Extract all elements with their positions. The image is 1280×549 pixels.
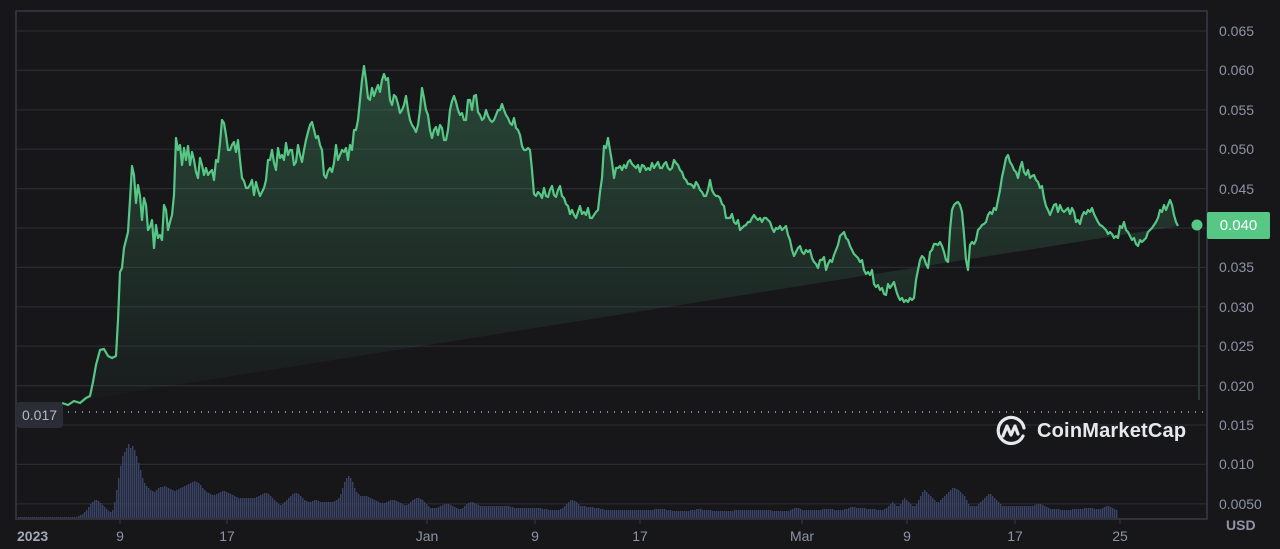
y-tick-label: 0.045 — [1219, 180, 1255, 197]
x-tick-label: Mar — [789, 528, 815, 544]
x-tick-label: 9 — [903, 528, 911, 544]
current-price-badge: 0.040 — [1207, 212, 1270, 239]
y-tick-label: 0.010 — [1219, 456, 1255, 473]
x-axis-ticks — [119, 519, 1121, 524]
y-tick-label: 0.055 — [1219, 101, 1255, 118]
x-tick-label: 9 — [531, 528, 539, 544]
start-price-badge: 0.017 — [16, 402, 64, 428]
currency-label: USD — [1226, 517, 1256, 533]
y-tick-label: 0.050 — [1219, 141, 1255, 158]
x-tick-label: 17 — [1007, 528, 1023, 544]
price-area — [62, 66, 1178, 405]
x-tick-label: 9 — [116, 528, 124, 544]
y-tick-label: 0.060 — [1219, 62, 1255, 79]
current-price-dot[interactable] — [1191, 219, 1203, 231]
y-tick-label: 0.020 — [1219, 377, 1255, 394]
watermark-text: CoinMarketCap — [1037, 419, 1187, 442]
volume-bars — [18, 444, 1118, 518]
x-tick-label: 17 — [219, 528, 235, 544]
coinmarketcap-watermark: CoinMarketCap — [994, 414, 1186, 448]
y-tick-label: 0.035 — [1219, 259, 1255, 276]
coinmarketcap-logo-icon — [996, 415, 1026, 446]
y-tick-label: 0.065 — [1219, 23, 1255, 39]
x-tick-label: Jan — [415, 528, 439, 544]
y-tick-label: 0.015 — [1219, 417, 1255, 433]
plot-border — [15, 10, 1208, 520]
x-tick-label: 2023 — [17, 528, 49, 544]
x-tick-label: 25 — [1112, 528, 1128, 544]
y-tick-label: 0.025 — [1219, 338, 1255, 355]
y-tick-label: 0.030 — [1219, 298, 1255, 315]
y-tick-label: 0.0050 — [1219, 495, 1262, 512]
x-tick-label: 17 — [632, 528, 648, 544]
price-line — [61, 64, 1179, 407]
